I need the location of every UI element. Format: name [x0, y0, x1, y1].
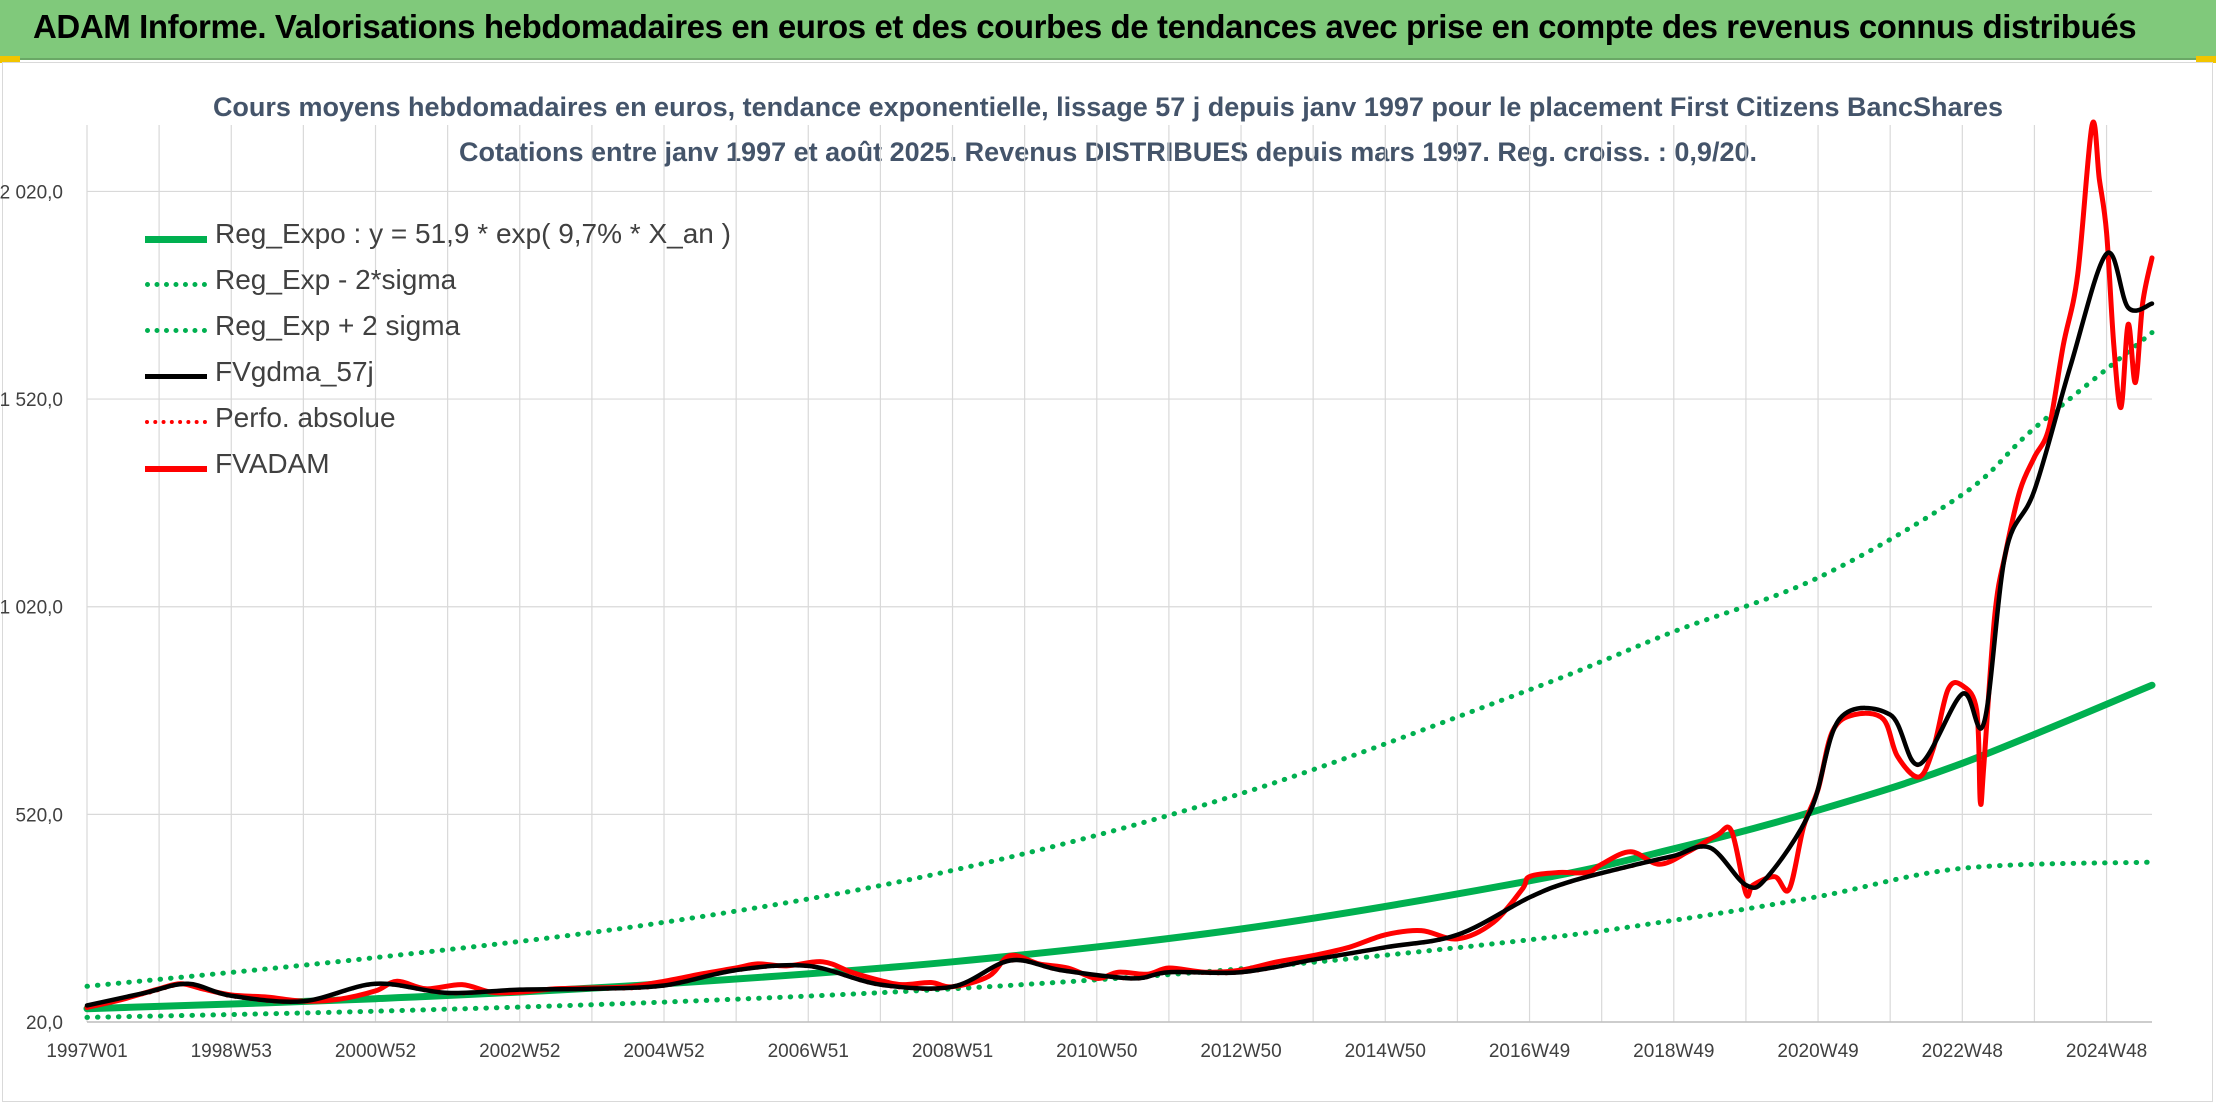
series-reg-exp-plus-2sigma [84, 330, 2155, 989]
x-tick-label: 2018W49 [1633, 1041, 1714, 1062]
legend-label-perfo: Perfo. absolue [215, 402, 396, 433]
x-tick-label: 2008W51 [912, 1041, 993, 1062]
report-title: ADAM Informe. Valorisations hebdomadaire… [33, 8, 2137, 45]
legend-swatch-reg-exp-plus [145, 328, 207, 333]
chart-grid [86, 125, 2152, 1023]
legend-swatch-fvadam [145, 466, 207, 472]
x-tick-label: 2022W48 [1922, 1041, 2003, 1062]
legend-label-fvgdma: FVgdma_57j [215, 356, 374, 387]
corner-marker [0, 56, 20, 63]
y-tick-label: 2 020,0 [0, 182, 63, 203]
legend-swatch-fvgdma [145, 374, 207, 379]
x-tick-label: 1997W01 [46, 1041, 127, 1062]
x-tick-label: 2006W51 [768, 1041, 849, 1062]
x-tick-label: 2000W52 [335, 1041, 416, 1062]
chart-title-line1: Cours moyens hebdomadaires en euros, ten… [212, 92, 2004, 122]
x-tick-label: 1998W53 [191, 1041, 272, 1062]
chart-frame [2, 62, 2213, 1102]
legend-label-reg-exp-plus: Reg_Exp + 2 sigma [215, 310, 461, 341]
legend-label-fvadam: FVADAM [215, 448, 330, 479]
legend-swatch-perfo [145, 420, 207, 424]
y-tick-label: 1 020,0 [0, 598, 63, 619]
x-tick-label: 2004W52 [623, 1041, 704, 1062]
x-tick-label: 2002W52 [479, 1041, 560, 1062]
y-tick-label: 520,0 [15, 805, 63, 826]
x-tick-label: 2020W49 [1777, 1041, 1858, 1062]
x-tick-label: 2010W50 [1056, 1041, 1137, 1062]
series-reg-expo [83, 681, 2156, 1013]
y-axis: 20,0 520,0 1 020,0 1 520,0 2 020,0 [0, 182, 63, 1034]
x-tick-label: 2024W48 [2066, 1041, 2147, 1062]
legend-label-reg-expo: Reg_Expo : y = 51,9 * exp( 9,7% * X_an ) [215, 218, 731, 249]
x-axis: 1997W01 1998W53 2000W52 2002W52 2004W52 2006W… [46, 1041, 2147, 1062]
x-tick-label: 2016W49 [1489, 1041, 1570, 1062]
corner-marker [2196, 56, 2216, 63]
x-tick-label: 2014W50 [1345, 1041, 1426, 1062]
report-banner: ADAM Informe. Valorisations hebdomadaire… [0, 0, 2216, 60]
series-reg-exp-minus-2sigma [84, 859, 2155, 1020]
y-tick-label: 20,0 [26, 1013, 63, 1034]
legend-swatch-reg-expo [145, 236, 207, 243]
legend-swatch-reg-exp-minus [145, 282, 207, 287]
series-perfo-absolue [85, 252, 2154, 1009]
chart-series [83, 119, 2156, 1020]
x-tick-label: 2012W50 [1200, 1041, 1281, 1062]
series-fvgdma-57j [84, 250, 2155, 1008]
y-tick-label: 1 520,0 [0, 390, 63, 411]
legend-label-reg-exp-minus: Reg_Exp - 2*sigma [215, 264, 457, 295]
chart-title-line2: Cotations entre janv 1997 et août 2025. … [458, 137, 1757, 167]
